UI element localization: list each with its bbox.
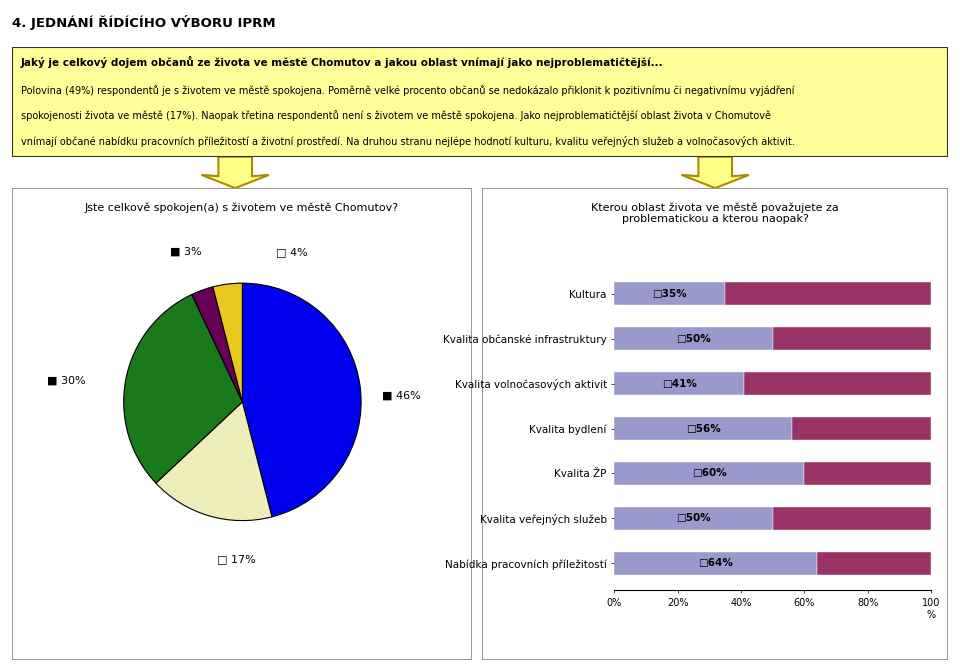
Text: Kterou oblast života ve městě považujete za
problematickou a kterou naopak?: Kterou oblast života ve městě považujete…: [591, 202, 839, 224]
Text: ■ 3%: ■ 3%: [170, 247, 202, 257]
Wedge shape: [156, 402, 272, 520]
Bar: [792, 417, 931, 440]
Bar: [817, 552, 931, 575]
Text: □50%: □50%: [676, 334, 711, 344]
Text: □35%: □35%: [653, 289, 687, 299]
Wedge shape: [192, 287, 242, 402]
Text: □ 17%: □ 17%: [217, 554, 255, 564]
FancyBboxPatch shape: [482, 188, 948, 660]
Text: Polovina (49%) respondentů je s životem ve městě spokojena. Poměrně velké procen: Polovina (49%) respondentů je s životem …: [21, 85, 794, 96]
Bar: [744, 372, 931, 396]
Text: □ 4%: □ 4%: [276, 247, 307, 257]
Bar: [614, 552, 817, 575]
FancyBboxPatch shape: [12, 188, 472, 660]
FancyBboxPatch shape: [12, 47, 948, 157]
Text: Jste celkově spokojen(a) s životem ve městě Chomutov?: Jste celkově spokojen(a) s životem ve mě…: [84, 202, 399, 213]
Text: Jaký je celkový dojem občanů ze života ve městě Chomutov a jakou oblast vnímají : Jaký je celkový dojem občanů ze života v…: [21, 55, 663, 67]
Text: □50%: □50%: [676, 514, 711, 524]
Text: □64%: □64%: [698, 558, 733, 568]
Bar: [804, 462, 931, 485]
Wedge shape: [242, 283, 361, 517]
Bar: [614, 462, 804, 485]
Bar: [773, 507, 931, 530]
Bar: [614, 327, 773, 350]
Text: 4. JEDNÁNÍ ŘÍDÍCÍHO VÝBORU IPRM: 4. JEDNÁNÍ ŘÍDÍCÍHO VÝBORU IPRM: [12, 15, 276, 29]
Polygon shape: [202, 157, 269, 188]
Text: ■ 46%: ■ 46%: [382, 391, 421, 401]
Bar: [614, 372, 744, 396]
Wedge shape: [124, 294, 242, 483]
Text: vnímají občané nabídku pracovních příležitostí a životní prostředí. Na druhou st: vnímají občané nabídku pracovních přílež…: [21, 136, 795, 147]
Text: ■ 30%: ■ 30%: [47, 376, 85, 386]
Bar: [614, 417, 792, 440]
Text: □41%: □41%: [661, 379, 697, 389]
Text: □56%: □56%: [685, 424, 720, 434]
Bar: [614, 282, 726, 305]
Bar: [773, 327, 931, 350]
Bar: [614, 507, 773, 530]
Text: □60%: □60%: [692, 468, 727, 478]
Wedge shape: [213, 283, 243, 402]
Text: spokojenosti života ve městě (17%). Naopak třetina respondentů není s životem ve: spokojenosti života ve městě (17%). Naop…: [21, 111, 771, 121]
Bar: [726, 282, 931, 305]
Polygon shape: [682, 157, 749, 188]
